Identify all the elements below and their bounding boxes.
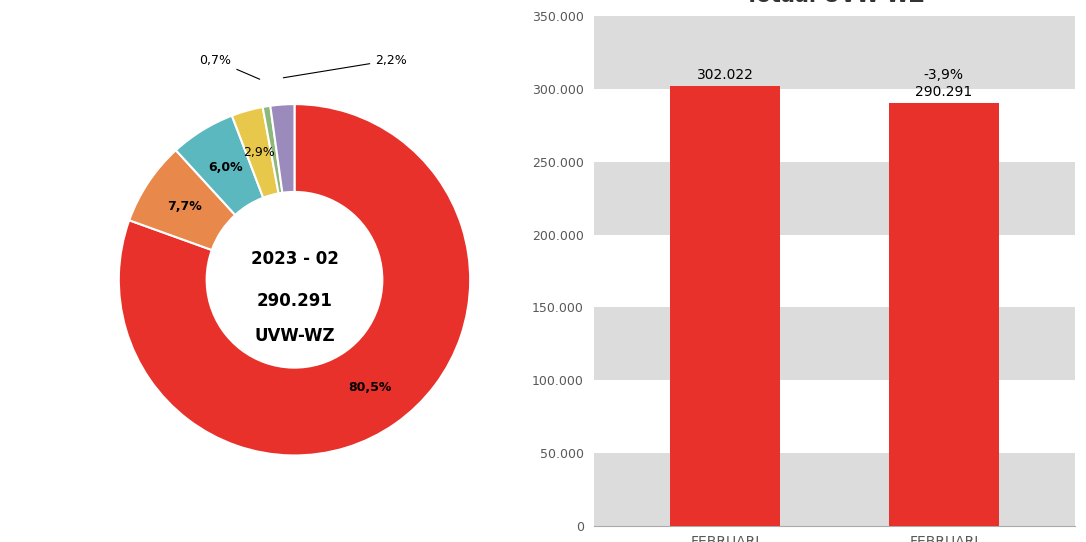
Text: 6,0%: 6,0% <box>209 161 242 174</box>
Bar <box>594 162 1075 235</box>
Bar <box>889 103 998 526</box>
Text: UVW-WZ: UVW-WZ <box>254 327 334 345</box>
Text: 2,9%: 2,9% <box>243 146 275 159</box>
Wedge shape <box>118 104 470 455</box>
Bar <box>594 307 1075 380</box>
Title: Totaal UVW-WZ: Totaal UVW-WZ <box>745 0 924 7</box>
Bar <box>594 16 1075 89</box>
Wedge shape <box>270 104 294 193</box>
Text: 7,7%: 7,7% <box>167 200 202 213</box>
Wedge shape <box>176 115 263 215</box>
Text: 2023 - 02: 2023 - 02 <box>251 250 339 268</box>
Wedge shape <box>232 107 279 198</box>
Text: 290.291: 290.291 <box>256 292 332 310</box>
Text: 2,2%: 2,2% <box>283 54 407 78</box>
Text: 80,5%: 80,5% <box>349 381 392 394</box>
Wedge shape <box>129 150 236 250</box>
Text: 0,7%: 0,7% <box>200 54 260 79</box>
Wedge shape <box>263 106 282 193</box>
Text: -3,9%
290.291: -3,9% 290.291 <box>915 68 972 99</box>
Text: 302.022: 302.022 <box>696 68 754 82</box>
Bar <box>670 86 780 526</box>
Bar <box>594 453 1075 526</box>
